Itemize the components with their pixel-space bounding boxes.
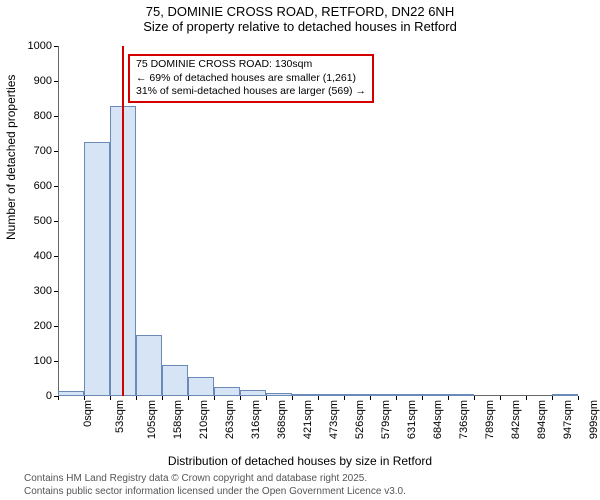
y-tick-mark [54, 186, 58, 187]
x-tick-label: 263sqm [224, 400, 236, 439]
figure-container: 75, DOMINIE CROSS ROAD, RETFORD, DN22 6N… [0, 0, 600, 500]
annotation-line: 75 DOMINIE CROSS ROAD: 130sqm [136, 58, 366, 72]
footer-line-2: Contains public sector information licen… [24, 485, 406, 498]
x-tick-label: 842sqm [510, 400, 522, 439]
x-tick-mark [396, 396, 397, 400]
title-block: 75, DOMINIE CROSS ROAD, RETFORD, DN22 6N… [0, 0, 600, 34]
x-tick-label: 789sqm [484, 400, 496, 439]
x-tick-label: 421sqm [302, 400, 314, 439]
y-tick-mark [54, 221, 58, 222]
x-tick-mark [578, 396, 579, 400]
y-tick-mark [54, 116, 58, 117]
y-tick-mark [54, 151, 58, 152]
chart-area: 010020030040050060070080090010000sqm53sq… [58, 46, 578, 396]
x-tick-label: 158sqm [172, 400, 184, 439]
histogram-bar [84, 142, 110, 396]
y-tick-mark [54, 81, 58, 82]
x-tick-label: 947sqm [562, 400, 574, 439]
x-tick-label: 526sqm [354, 400, 366, 439]
histogram-bar [136, 335, 162, 396]
histogram-bar [318, 394, 344, 396]
x-tick-label: 210sqm [198, 400, 210, 439]
y-tick-label: 100 [12, 355, 52, 367]
histogram-bar [266, 393, 292, 397]
x-tick-mark [344, 396, 345, 400]
histogram-bar [344, 394, 370, 396]
y-tick-label: 200 [12, 320, 52, 332]
histogram-bar [422, 394, 448, 396]
annotation-line: ← 69% of detached houses are smaller (1,… [136, 72, 366, 86]
histogram-bar [292, 394, 318, 396]
x-tick-mark [500, 396, 501, 400]
x-tick-mark [84, 396, 85, 400]
histogram-bar [240, 390, 266, 396]
y-tick-mark [54, 256, 58, 257]
x-tick-mark [448, 396, 449, 400]
y-tick-label: 300 [12, 285, 52, 297]
histogram-bar [162, 365, 188, 397]
x-tick-label: 736sqm [458, 400, 470, 439]
y-tick-label: 900 [12, 75, 52, 87]
histogram-bar [370, 394, 396, 396]
y-tick-mark [54, 361, 58, 362]
x-tick-mark [370, 396, 371, 400]
y-tick-label: 1000 [12, 40, 52, 52]
histogram-bar [58, 391, 84, 396]
y-tick-label: 500 [12, 215, 52, 227]
x-tick-mark [474, 396, 475, 400]
x-tick-label: 684sqm [432, 400, 444, 439]
x-tick-label: 0sqm [82, 400, 94, 427]
x-tick-label: 368sqm [276, 400, 288, 439]
histogram-bar [552, 394, 578, 396]
x-tick-label: 894sqm [536, 400, 548, 439]
x-tick-mark [526, 396, 527, 400]
x-tick-label: 473sqm [328, 400, 340, 439]
x-tick-label: 999sqm [588, 400, 600, 439]
histogram-bar [396, 394, 422, 396]
histogram-bar [448, 394, 474, 396]
x-tick-mark [552, 396, 553, 400]
x-tick-mark [188, 396, 189, 400]
x-tick-mark [110, 396, 111, 400]
y-tick-label: 700 [12, 145, 52, 157]
y-tick-mark [54, 46, 58, 47]
histogram-bar [214, 387, 240, 396]
x-axis-label: Distribution of detached houses by size … [0, 454, 600, 468]
y-tick-label: 400 [12, 250, 52, 262]
x-tick-label: 316sqm [250, 400, 262, 439]
x-tick-mark [422, 396, 423, 400]
footer: Contains HM Land Registry data © Crown c… [24, 472, 406, 498]
x-tick-label: 579sqm [380, 400, 392, 439]
y-tick-label: 0 [12, 390, 52, 402]
y-tick-label: 600 [12, 180, 52, 192]
x-tick-mark [292, 396, 293, 400]
reference-line [122, 46, 124, 396]
annotation-line: 31% of semi-detached houses are larger (… [136, 85, 366, 99]
footer-line-1: Contains HM Land Registry data © Crown c… [24, 472, 406, 485]
y-tick-mark [54, 291, 58, 292]
x-tick-mark [318, 396, 319, 400]
histogram-bar [188, 377, 214, 396]
y-tick-label: 800 [12, 110, 52, 122]
plot-area: 010020030040050060070080090010000sqm53sq… [58, 46, 578, 396]
x-tick-mark [58, 396, 59, 400]
y-tick-mark [54, 326, 58, 327]
x-tick-mark [136, 396, 137, 400]
title-line-2: Size of property relative to detached ho… [0, 19, 600, 34]
x-tick-mark [214, 396, 215, 400]
title-line-1: 75, DOMINIE CROSS ROAD, RETFORD, DN22 6N… [0, 4, 600, 19]
x-tick-mark [162, 396, 163, 400]
x-tick-mark [240, 396, 241, 400]
x-tick-label: 53sqm [114, 400, 126, 433]
annotation-box: 75 DOMINIE CROSS ROAD: 130sqm← 69% of de… [128, 54, 374, 103]
x-tick-mark [266, 396, 267, 400]
x-tick-label: 105sqm [146, 400, 158, 439]
x-tick-label: 631sqm [406, 400, 418, 439]
